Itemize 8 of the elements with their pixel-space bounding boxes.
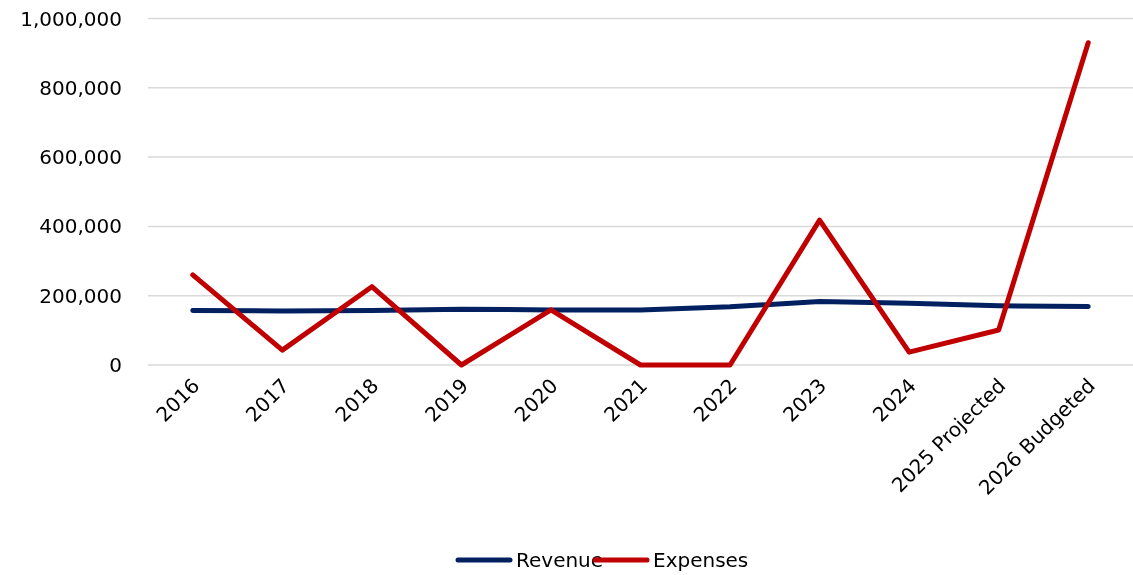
y-tick-label: 800,000 (39, 75, 122, 100)
legend-label: Revenue (516, 548, 604, 572)
y-tick-label: 0 (109, 353, 122, 377)
y-tick-label: 200,000 (39, 283, 122, 308)
legend-label: Expenses (653, 548, 749, 572)
y-tick-label: 600,000 (39, 145, 122, 170)
y-tick-label: 1,000,000 (20, 6, 122, 31)
y-tick-label: 400,000 (39, 214, 122, 239)
